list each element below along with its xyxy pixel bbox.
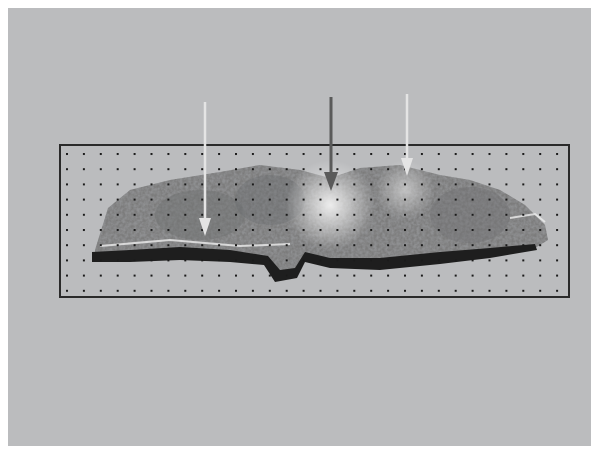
point-grid	[60, 145, 569, 297]
page	[0, 0, 599, 454]
micrograph	[0, 0, 599, 454]
